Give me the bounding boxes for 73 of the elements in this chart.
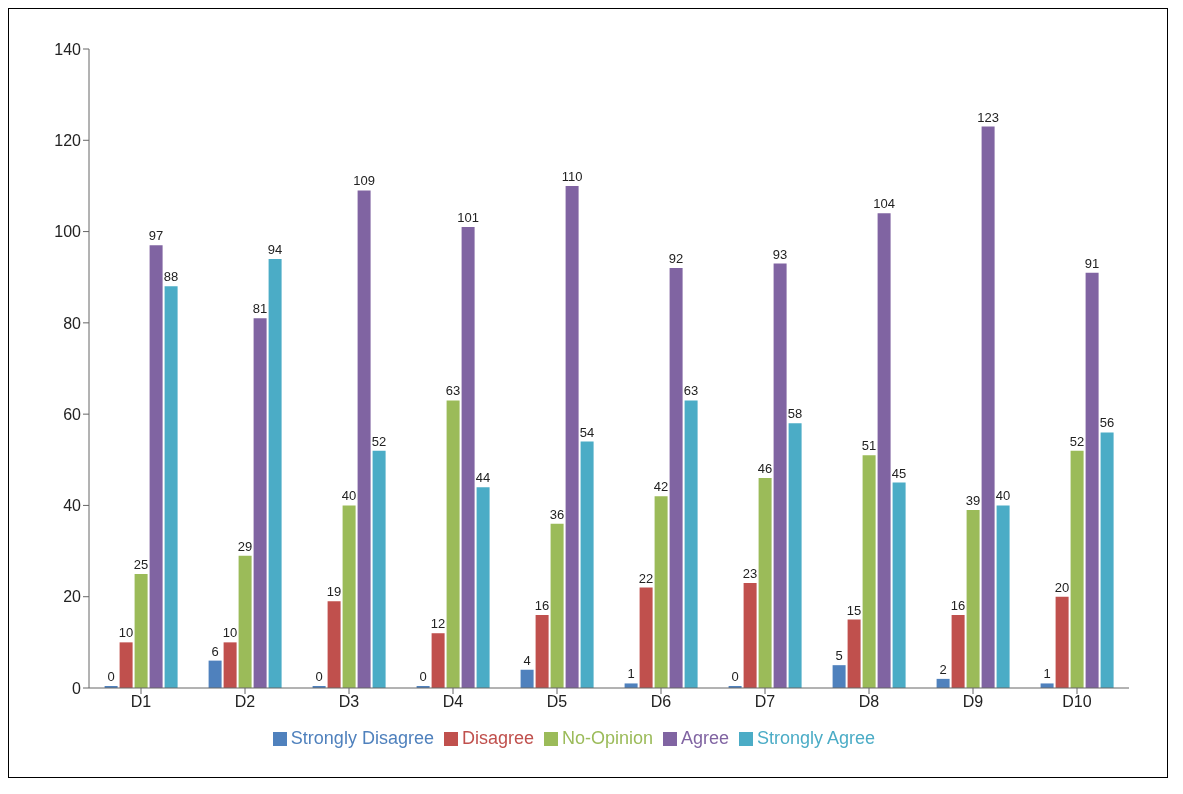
legend-label: Strongly Agree (757, 728, 876, 748)
data-label: 81 (252, 301, 268, 317)
legend-label: No-Opinion (561, 728, 654, 748)
data-label: 52 (1069, 433, 1085, 449)
x-tick-label: D3 (338, 693, 360, 711)
data-label: 20 (1054, 579, 1070, 595)
x-tick-label: D2 (234, 693, 256, 711)
data-label: 93 (772, 246, 788, 262)
data-label: 22 (638, 570, 654, 586)
data-label: 97 (148, 228, 164, 244)
y-tick-label: 0 (72, 679, 82, 697)
x-tick-label: D6 (650, 693, 672, 711)
data-label: 29 (237, 538, 253, 554)
data-label: 19 (326, 584, 342, 600)
data-label: 12 (430, 616, 446, 632)
legend-label: Agree (681, 728, 730, 748)
legend-label: Disagree (461, 728, 534, 748)
data-label: 10 (222, 625, 238, 641)
data-label: 110 (561, 168, 583, 184)
data-label: 0 (315, 669, 323, 684)
y-tick-label: 100 (54, 223, 82, 241)
data-label: 104 (873, 196, 895, 212)
data-label: 42 (653, 479, 669, 495)
y-tick-label: 140 (54, 40, 82, 58)
x-tick-label: D5 (546, 693, 568, 711)
data-label: 1 (1043, 666, 1051, 682)
data-label: 88 (163, 269, 179, 285)
data-label: 101 (457, 210, 479, 226)
y-tick-label: 40 (63, 497, 82, 515)
data-label: 92 (668, 251, 684, 267)
data-label: 0 (731, 669, 739, 684)
data-label: 36 (549, 506, 565, 522)
x-tick-label: D7 (754, 693, 776, 711)
data-label: 25 (133, 556, 149, 572)
data-label: 91 (1084, 255, 1100, 271)
data-label: 2 (939, 661, 947, 677)
data-label: 6 (211, 643, 219, 659)
y-tick-label: 20 (63, 588, 82, 606)
data-label: 16 (534, 597, 550, 613)
data-label: 16 (950, 597, 966, 613)
data-label: 63 (445, 383, 461, 399)
data-label: 45 (891, 465, 907, 481)
x-tick-label: D8 (858, 693, 880, 711)
x-tick-label: D1 (130, 693, 152, 711)
data-label: 0 (107, 669, 115, 684)
data-label: 40 (341, 488, 357, 504)
data-label: 39 (965, 492, 981, 508)
x-tick-label: D10 (1062, 693, 1092, 711)
y-tick-label: 120 (54, 131, 82, 149)
data-label: 109 (353, 173, 375, 189)
x-tick-label: D4 (442, 693, 464, 711)
data-label: 54 (579, 424, 595, 440)
x-tick-label: D9 (962, 693, 984, 711)
data-label: 46 (757, 461, 773, 477)
data-label: 56 (1099, 415, 1115, 431)
data-label: 23 (742, 566, 758, 582)
data-label: 40 (995, 488, 1011, 504)
data-label: 1 (627, 666, 635, 682)
data-label: 58 (787, 406, 803, 422)
data-label: 5 (835, 648, 843, 664)
data-label: 44 (475, 470, 491, 486)
data-label: 51 (861, 438, 877, 454)
data-label: 0 (419, 669, 427, 684)
data-label: 123 (977, 109, 999, 125)
legend-label: Strongly Disagree (290, 728, 434, 748)
data-label: 10 (118, 625, 134, 641)
data-label: 52 (371, 433, 387, 449)
y-tick-label: 80 (63, 314, 82, 332)
data-label: 63 (683, 383, 699, 399)
data-label: 94 (267, 241, 283, 257)
y-tick-label: 60 (63, 405, 82, 423)
data-label: 15 (846, 602, 862, 618)
data-label: 4 (523, 652, 531, 668)
